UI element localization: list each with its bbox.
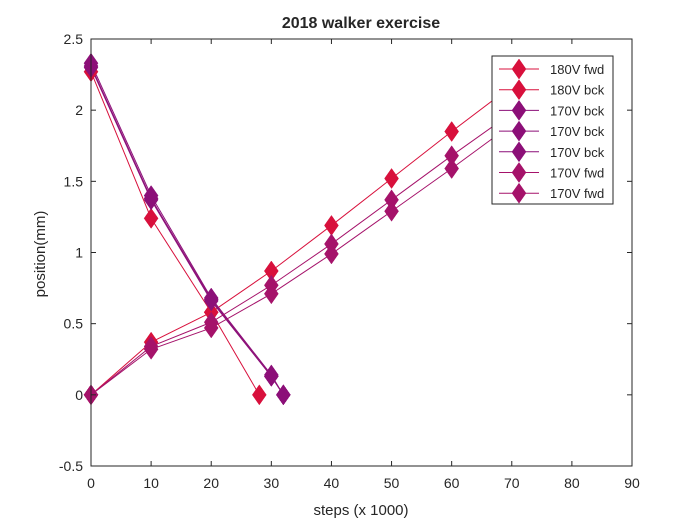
x-tick-label: 80 bbox=[564, 475, 580, 491]
legend-label: 170V fwd bbox=[550, 186, 604, 201]
y-tick-label: -0.5 bbox=[59, 458, 83, 474]
x-axis-label: steps (x 1000) bbox=[313, 502, 408, 519]
x-tick-label: 40 bbox=[324, 475, 340, 491]
legend-label: 170V bck bbox=[550, 145, 605, 160]
y-axis-label: position(mm) bbox=[32, 211, 49, 298]
x-tick-label: 0 bbox=[87, 475, 95, 491]
x-tick-label: 20 bbox=[203, 475, 219, 491]
x-tick-label: 10 bbox=[143, 475, 159, 491]
x-tick-label: 50 bbox=[384, 475, 400, 491]
x-tick-label: 30 bbox=[264, 475, 280, 491]
chart-title: 2018 walker exercise bbox=[282, 15, 440, 32]
legend-label: 170V bck bbox=[550, 103, 605, 118]
y-tick-label: 2.5 bbox=[64, 31, 84, 47]
y-tick-label: 0 bbox=[75, 387, 83, 403]
legend-label: 180V fwd bbox=[550, 62, 604, 77]
y-tick-label: 1.5 bbox=[64, 173, 84, 189]
legend: 180V fwd 180V bck 170V bck 170V bck 170V bck… bbox=[492, 56, 613, 204]
x-tick-label: 90 bbox=[624, 475, 640, 491]
y-tick-label: 2 bbox=[75, 102, 83, 118]
x-tick-label: 70 bbox=[504, 475, 520, 491]
legend-label: 180V bck bbox=[550, 83, 605, 98]
legend-label: 170V bck bbox=[550, 124, 605, 139]
legend-label: 170V fwd bbox=[550, 166, 604, 181]
y-tick-label: 1 bbox=[75, 245, 83, 261]
x-tick-label: 60 bbox=[444, 475, 460, 491]
y-tick-label: 0.5 bbox=[64, 316, 84, 332]
